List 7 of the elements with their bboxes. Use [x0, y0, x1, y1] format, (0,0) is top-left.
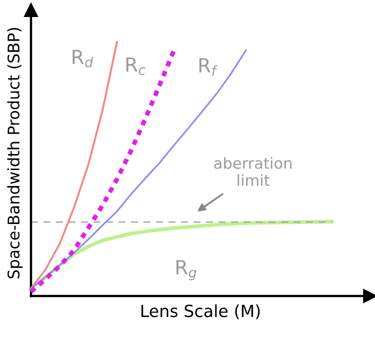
series-label: R$_{f}$	[199, 58, 218, 76]
x-axis-title: Lens Scale (M)	[141, 304, 260, 320]
annotation: aberration limit	[214, 157, 292, 186]
series-label: R$_{g}$	[176, 260, 196, 280]
series-label: R$_{d}$	[72, 50, 94, 68]
series-label: R$_{c}$	[126, 57, 146, 76]
y-axis-title: Space-Bandwidth Product (SBP)	[7, 28, 23, 278]
